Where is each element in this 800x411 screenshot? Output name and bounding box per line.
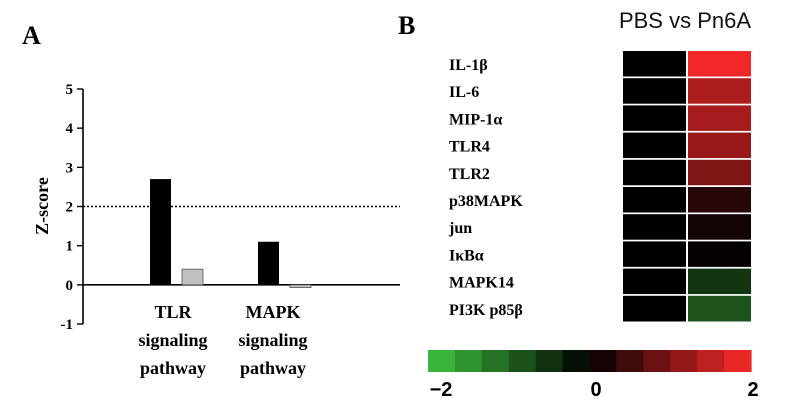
colorbar-label: 0	[590, 379, 601, 401]
gene-label: MIP-1α	[449, 111, 502, 128]
bar-series2-mapk	[289, 284, 312, 288]
y-tick-label: 0	[66, 278, 74, 294]
gene-label: MAPK14	[449, 275, 514, 292]
heatmap-cell	[623, 51, 686, 77]
colorbar-swatch	[616, 350, 644, 372]
heatmap-cell	[623, 187, 686, 213]
x-category-label: signaling	[138, 330, 207, 350]
heatmap-cell	[688, 78, 751, 104]
x-category-label: pathway	[240, 358, 306, 378]
bar-series2-tlr	[181, 268, 204, 286]
heatmap-cell	[623, 105, 686, 132]
heatmap-cell	[623, 78, 686, 104]
y-tick-label: 1	[66, 239, 74, 255]
heatmap-cell	[623, 132, 686, 159]
heatmap-cell	[623, 241, 686, 268]
colorbar-label: −2	[430, 379, 453, 401]
bar-series1-mapk	[258, 241, 279, 285]
y-tick-label: 3	[66, 160, 74, 176]
colorbar-swatch	[589, 350, 618, 372]
x-category-label: pathway	[140, 358, 206, 378]
colorbar-swatch	[454, 350, 483, 372]
heatmap-cell	[623, 159, 686, 186]
heatmap-title: PBS vs Pn6A	[619, 8, 751, 33]
colorbar-swatch	[562, 350, 591, 372]
colorbar-swatch	[508, 350, 537, 372]
gene-label: p38MAPK	[449, 193, 523, 210]
heatmap-cell	[688, 132, 751, 159]
heatmap-cell	[688, 214, 751, 240]
panel-a-label: A	[22, 21, 41, 50]
heatmap-cell	[623, 295, 686, 322]
y-axis-label: Z-score	[32, 177, 52, 235]
gene-label: IL-6	[449, 84, 479, 101]
x-category-label: TLR	[154, 302, 192, 322]
gene-label: TLR2	[449, 166, 490, 183]
y-tick-label: -1	[61, 317, 74, 333]
y-tick-label: 4	[66, 121, 74, 137]
bar-series1-tlr	[150, 179, 171, 285]
gene-label: TLR4	[449, 139, 490, 156]
y-tick-label: 5	[66, 82, 74, 98]
gene-label: IL-1β	[449, 57, 488, 74]
panel-b-label: B	[398, 11, 415, 40]
gene-label: IκBα	[449, 247, 484, 264]
heatmap-cell	[688, 105, 751, 132]
heatmap: IL-1β IL-6 MIP-1α TLR4 TLR2 p38MAPK jun IκBα MAP…	[448, 51, 751, 322]
colorbar-swatch	[670, 350, 698, 372]
gene-label: PI3K p85β	[449, 302, 523, 319]
heatmap-cell	[623, 214, 686, 240]
x-category-label: MAPK	[246, 302, 301, 322]
colorbar-swatch	[428, 350, 456, 372]
heatmap-cell	[688, 268, 751, 295]
heatmap-cell	[688, 159, 751, 186]
x-category-label: signaling	[238, 330, 307, 350]
colorbar: −2 0 2	[428, 350, 759, 401]
colorbar-label: 2	[747, 379, 758, 401]
heatmap-cell	[688, 241, 751, 268]
colorbar-swatch	[724, 350, 752, 372]
colorbar-swatch	[697, 350, 725, 372]
heatmap-cell	[623, 268, 686, 295]
y-tick-label: 2	[66, 200, 74, 216]
colorbar-swatch	[643, 350, 671, 372]
heatmap-cell	[688, 295, 751, 322]
gene-label: jun	[448, 220, 472, 237]
colorbar-swatch	[535, 350, 564, 372]
colorbar-swatch	[481, 350, 510, 372]
heatmap-cell	[688, 51, 751, 77]
bar-chart: -1 0 1 2 3 4 5 TLR signaling pathway MAPK signaling…	[61, 82, 400, 378]
heatmap-cell	[688, 187, 751, 213]
